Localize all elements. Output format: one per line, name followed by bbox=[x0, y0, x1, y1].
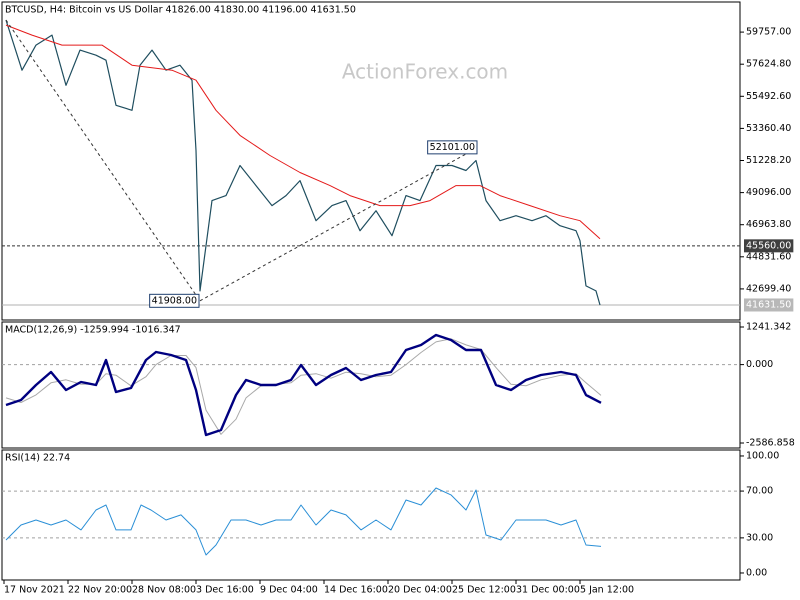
x-tick-label: 22 Nov 20:00 bbox=[68, 585, 132, 596]
y-tick-label: 49096.00 bbox=[746, 187, 791, 198]
y-tick-label: 57624.80 bbox=[746, 59, 791, 70]
label-box bbox=[149, 293, 200, 308]
price-annotation: 52101.00 bbox=[430, 142, 475, 153]
price-level-label: 41631.50 bbox=[746, 299, 791, 310]
x-tick-label: 14 Dec 16:00 bbox=[324, 585, 388, 596]
y-tick-label: 55492.60 bbox=[746, 91, 791, 102]
trend-line bbox=[5, 19, 201, 302]
y-tick-label: 46963.80 bbox=[746, 219, 791, 230]
y-tick-label: 53360.40 bbox=[746, 123, 791, 134]
y-tick-label: 42699.40 bbox=[746, 283, 791, 294]
y-tick-label: 51228.20 bbox=[746, 155, 791, 166]
pane-title: BTCUSD, H4: Bitcoin vs US Dollar 41826.0… bbox=[5, 5, 356, 16]
label-box bbox=[744, 298, 794, 312]
watermark: ActionForex.com bbox=[342, 60, 508, 84]
price-annotation: 41908.00 bbox=[152, 295, 197, 306]
series-line bbox=[5, 24, 601, 240]
y-tick-label: 70.00 bbox=[746, 486, 773, 497]
pane-title: MACD(12,26,9) -1259.994 -1016.347 bbox=[5, 325, 181, 336]
label-box bbox=[744, 239, 794, 253]
x-tick-label: 20 Dec 04:00 bbox=[388, 585, 452, 596]
series-line bbox=[5, 338, 602, 435]
series-line bbox=[5, 487, 602, 556]
series-line bbox=[5, 19, 601, 306]
x-tick-label: 9 Dec 04:00 bbox=[260, 585, 318, 596]
pane-frame bbox=[1, 449, 741, 581]
price-level-label: 45560.00 bbox=[746, 240, 791, 251]
x-tick-label: 17 Nov 2021 bbox=[4, 585, 65, 596]
x-tick-label: 5 Jan 12:00 bbox=[580, 585, 634, 596]
trend-line bbox=[199, 146, 479, 302]
y-tick-label: 44831.60 bbox=[746, 251, 791, 262]
y-tick-label: 1241.342 bbox=[746, 321, 791, 332]
y-tick-label: 0.00 bbox=[746, 567, 767, 578]
x-tick-label: 31 Dec 00:00 bbox=[516, 585, 580, 596]
x-tick-label: 3 Dec 16:00 bbox=[196, 585, 254, 596]
series-line bbox=[5, 333, 602, 437]
y-tick-label: 100.00 bbox=[746, 450, 779, 461]
y-tick-label: -2586.858 bbox=[746, 437, 795, 448]
x-tick-label: 25 Dec 12:00 bbox=[452, 585, 516, 596]
y-tick-label: 59757.00 bbox=[746, 27, 791, 38]
y-tick-label: 30.00 bbox=[746, 532, 773, 543]
pane-title: RSI(14) 22.74 bbox=[5, 453, 70, 464]
y-tick-label: 0.000 bbox=[746, 359, 773, 370]
label-box bbox=[427, 140, 478, 155]
x-tick-label: 28 Nov 08:00 bbox=[132, 585, 196, 596]
pane-frame bbox=[1, 321, 741, 449]
